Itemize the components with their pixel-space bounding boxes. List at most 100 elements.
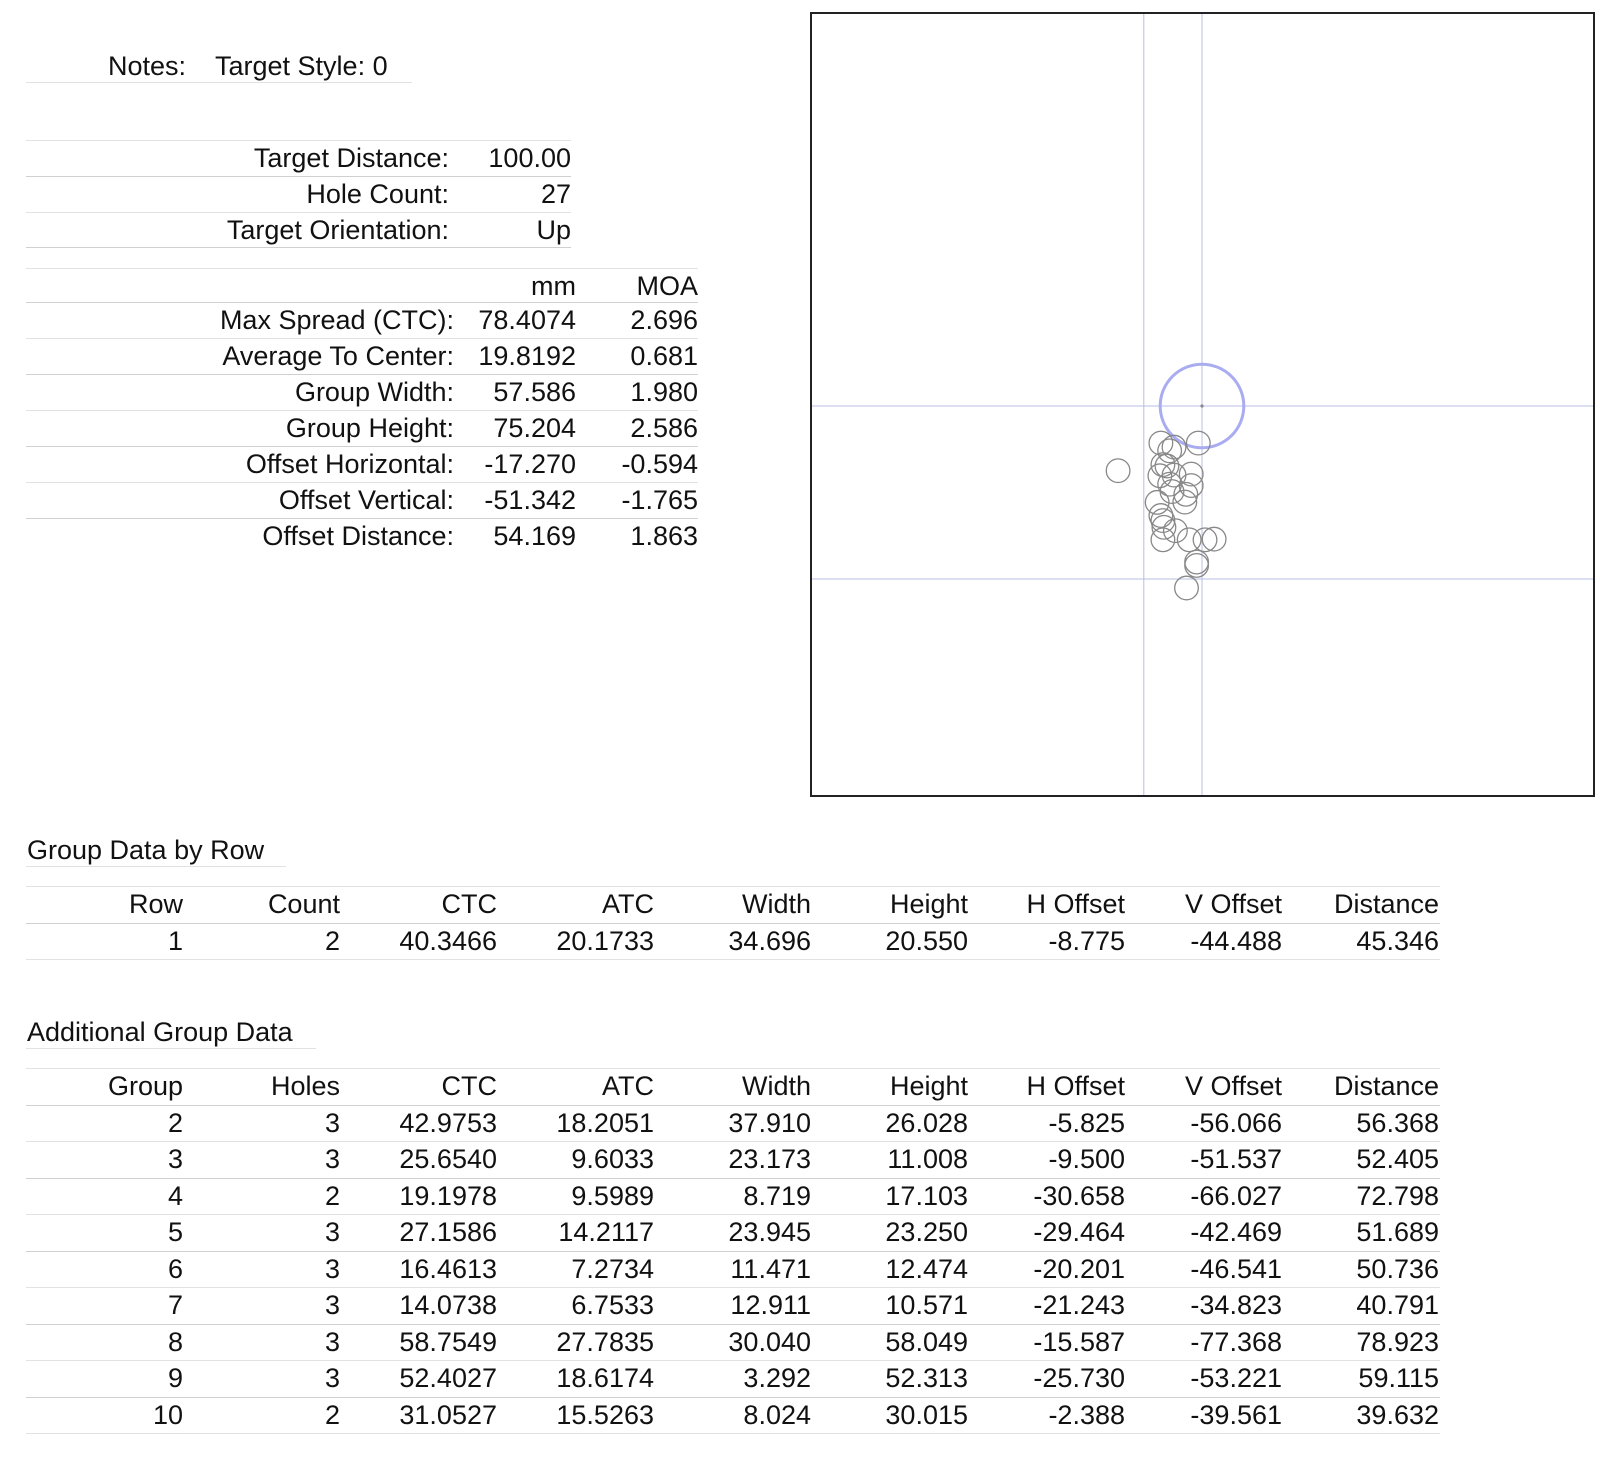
column-header: H Offset	[1026, 1071, 1125, 1101]
table-cell: 2	[324, 1180, 340, 1211]
table-cell: 14.2117	[558, 1217, 654, 1247]
divider	[26, 1250, 1440, 1252]
table-cell: 16.4613	[399, 1253, 497, 1284]
table-cell: 56.368	[1356, 1107, 1439, 1138]
table-cell: 1	[167, 925, 183, 956]
table-header-row: Group Holes CTC ATC Width Height H Offset V Off…	[26, 1068, 1440, 1104]
notes-underline	[26, 82, 412, 83]
table-cell: 25.6540	[399, 1144, 497, 1174]
stat-moa-value: -0.594	[621, 449, 698, 479]
table-row: 7 3 14.0738 6.7533 12.911 10.571 -21.243 -34.82…	[26, 1287, 1440, 1323]
stat-moa-value: -1.765	[621, 485, 698, 515]
stat-moa-value: 0.681	[630, 341, 698, 371]
stat-row: Offset Vertical: -51.342 -1.765	[26, 482, 698, 518]
table-cell: 30.015	[885, 1399, 968, 1430]
target-plot	[810, 12, 1595, 797]
target-orientation-value: Up	[536, 215, 571, 245]
table-cell: 3	[324, 1363, 340, 1393]
table-cell: 45.346	[1356, 925, 1439, 956]
column-header: H Offset	[1026, 889, 1125, 919]
divider	[26, 1323, 1440, 1325]
bullet-hole	[1144, 489, 1170, 515]
stat-moa-value: 1.980	[630, 377, 698, 407]
divider	[26, 1433, 1440, 1434]
table-cell: 40.791	[1356, 1290, 1439, 1320]
stat-label: Group Width:	[294, 377, 454, 407]
table-cell: 12.474	[885, 1253, 968, 1284]
table-cell: 9.5989	[571, 1180, 654, 1211]
divider	[26, 140, 571, 141]
hole-count-value: 27	[540, 179, 571, 209]
column-header: Count	[267, 889, 340, 919]
table-cell: -25.730	[1033, 1363, 1125, 1393]
column-header: Group	[107, 1071, 183, 1101]
divider	[26, 1360, 1440, 1361]
stats-header-row: mm MOA	[26, 268, 698, 304]
table-cell: 52.4027	[399, 1363, 497, 1393]
table-cell: 27.1586	[399, 1217, 497, 1247]
table-cell: 37.910	[728, 1107, 811, 1138]
table-cell: 17.103	[885, 1180, 968, 1211]
stat-label: Offset Horizontal:	[245, 449, 454, 479]
column-header: Distance	[1333, 889, 1439, 919]
table-cell: 23.250	[885, 1217, 968, 1247]
table-cell: 18.2051	[556, 1107, 654, 1138]
table-row: 9 3 52.4027 18.6174 3.292 52.313 -25.730 -53.22…	[26, 1360, 1440, 1396]
divider	[26, 410, 698, 411]
divider	[26, 268, 698, 269]
table-cell: 2	[167, 1107, 183, 1138]
stat-label: Offset Vertical:	[278, 485, 454, 515]
table-cell: 50.736	[1356, 1253, 1439, 1284]
hole-count-row: Hole Count: 27	[26, 176, 571, 212]
table-cell: 52.405	[1356, 1144, 1439, 1174]
table-cell: 9.6033	[571, 1144, 654, 1174]
column-header: Holes	[270, 1071, 340, 1101]
table-cell: -8.775	[1048, 925, 1125, 956]
bullet-hole	[1157, 438, 1183, 464]
target-distance-value: 100.00	[488, 143, 571, 173]
divider	[26, 1214, 1440, 1215]
bullet-hole	[1178, 473, 1204, 498]
table-cell: -66.027	[1190, 1180, 1282, 1211]
column-header: CTC	[441, 1071, 498, 1101]
bullet-hole	[1201, 526, 1227, 552]
table-cell: -39.561	[1190, 1399, 1282, 1430]
bull-ring	[1158, 362, 1246, 450]
table-cell: 11.008	[887, 1144, 968, 1174]
stat-label: Offset Distance:	[262, 521, 454, 551]
table-cell: -9.500	[1048, 1144, 1125, 1174]
table-cell: 8	[167, 1326, 183, 1357]
table-cell: 40.3466	[399, 925, 497, 956]
stat-moa-value: 2.696	[630, 305, 698, 335]
stat-row: Offset Distance: 54.169 1.863	[26, 518, 698, 554]
column-header: ATC	[602, 889, 654, 919]
table-cell: 6	[167, 1253, 183, 1284]
column-header: Width	[741, 1071, 811, 1101]
table-cell: 4	[167, 1180, 183, 1211]
column-header: ATC	[602, 1071, 654, 1101]
target-orientation-label: Target Orientation:	[226, 215, 449, 245]
table-row: 5 3 27.1586 14.2117 23.945 23.250 -29.464 -42.4…	[26, 1214, 1440, 1250]
divider	[26, 302, 698, 303]
table-cell: 30.040	[728, 1326, 811, 1357]
bullet-hole	[1178, 461, 1204, 487]
notes-value: Target Style: 0	[215, 51, 388, 81]
table-cell: -30.658	[1033, 1180, 1125, 1211]
table-cell: 3	[324, 1144, 340, 1174]
table-cell: 20.1733	[556, 925, 654, 956]
table-cell: 26.028	[885, 1107, 968, 1138]
table-cell: 14.0738	[399, 1290, 497, 1320]
divider	[26, 176, 571, 177]
table-cell: 23.945	[728, 1217, 811, 1247]
hole-count-label: Hole Count:	[306, 179, 449, 209]
stat-label: Group Height:	[285, 413, 454, 443]
stat-row: Average To Center: 19.8192 0.681	[26, 338, 698, 374]
group-table-title: Additional Group Data	[27, 1017, 293, 1047]
mm-header: mm	[531, 271, 576, 301]
table-cell: 20.550	[885, 925, 968, 956]
bullet-hole	[1174, 575, 1199, 601]
divider	[26, 1104, 1440, 1106]
table-cell: 18.6174	[556, 1363, 654, 1393]
table-cell: -53.221	[1190, 1363, 1282, 1393]
table-cell: -44.488	[1190, 925, 1282, 956]
